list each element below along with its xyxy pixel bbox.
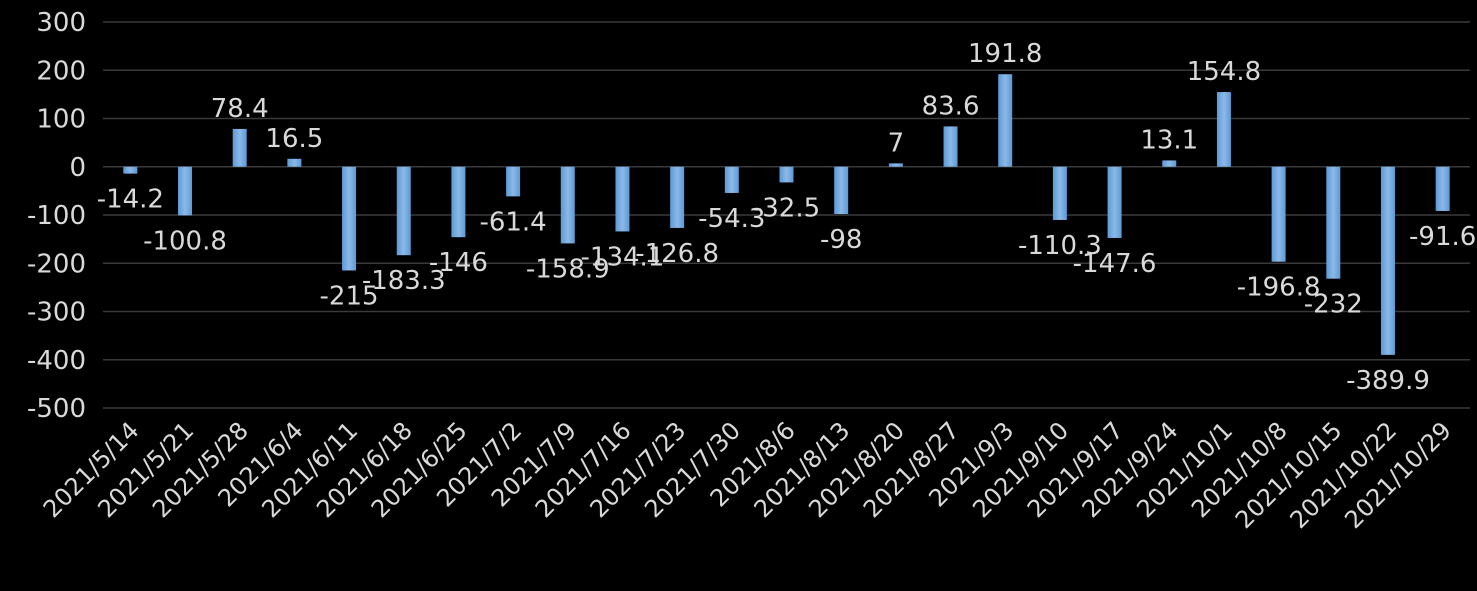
y-tick-label: -200	[27, 249, 86, 279]
data-labels: -14.2 -100.8 78.416.5 -215-183.3-146 -61.4 -1…	[97, 39, 1477, 396]
bar	[1107, 166, 1122, 238]
y-tick-label: 100	[36, 105, 86, 135]
data-label: -158.9	[526, 254, 610, 284]
data-label: -134.1	[581, 242, 665, 272]
bar	[1326, 166, 1341, 279]
bar	[1435, 166, 1450, 211]
data-label: 83.6	[922, 91, 980, 121]
y-tick-label: 200	[36, 56, 86, 86]
bar	[1380, 166, 1395, 355]
y-tick-label: 0	[69, 153, 86, 183]
data-label: 154.8	[1187, 57, 1261, 87]
bars	[123, 74, 1450, 355]
bar	[1052, 166, 1067, 220]
bar	[615, 166, 630, 232]
bar	[506, 166, 521, 197]
data-label: 13.1	[1140, 125, 1198, 155]
data-label: -146	[429, 248, 488, 278]
y-tick-label: -500	[27, 394, 86, 424]
data-label: -215	[320, 281, 379, 311]
data-label: -14.2	[97, 185, 164, 215]
bar	[178, 166, 193, 216]
data-label: -196.8	[1237, 273, 1321, 303]
data-label: -232	[1304, 290, 1363, 320]
bar	[670, 166, 685, 228]
data-label: 7	[888, 128, 905, 158]
data-label: -147.6	[1073, 249, 1157, 279]
data-label: -183.3	[362, 266, 446, 296]
bar	[123, 166, 138, 174]
data-label: -100.8	[143, 226, 227, 256]
bar	[560, 166, 575, 244]
grid-lines	[103, 21, 1470, 409]
data-label: -98	[820, 225, 862, 255]
data-label: -110.3	[1018, 231, 1102, 261]
bar	[1271, 166, 1286, 262]
y-tick-label: 300	[36, 8, 86, 38]
bar	[396, 166, 411, 256]
bar	[232, 128, 247, 167]
data-label: -32.5	[753, 193, 820, 223]
bar	[888, 163, 903, 167]
y-tick-label: -300	[27, 298, 86, 328]
data-label: -126.8	[635, 239, 719, 269]
data-label: -61.4	[479, 207, 546, 237]
y-tick-label: -100	[27, 201, 86, 231]
bar	[1216, 92, 1231, 167]
bar	[779, 166, 794, 183]
data-label: -389.9	[1346, 366, 1430, 396]
y-tick-label: -400	[27, 346, 86, 376]
bar	[342, 166, 357, 271]
bar	[943, 126, 958, 167]
bar	[998, 74, 1013, 167]
data-label: 191.8	[968, 39, 1042, 69]
bar	[451, 166, 466, 238]
bar	[287, 158, 302, 167]
data-label: 16.5	[265, 124, 323, 154]
y-axis: 300 200 100 0 -100 -200 -300 -400 -500	[27, 8, 86, 424]
bar	[724, 166, 739, 193]
data-label: -91.6	[1409, 222, 1476, 252]
data-label: -54.3	[698, 204, 765, 234]
bar	[834, 166, 849, 215]
x-axis: 2021/5/142021/5/212021/5/282021/6/42021/…	[38, 416, 1457, 534]
data-label: 78.4	[211, 94, 269, 124]
bar	[1162, 160, 1177, 167]
